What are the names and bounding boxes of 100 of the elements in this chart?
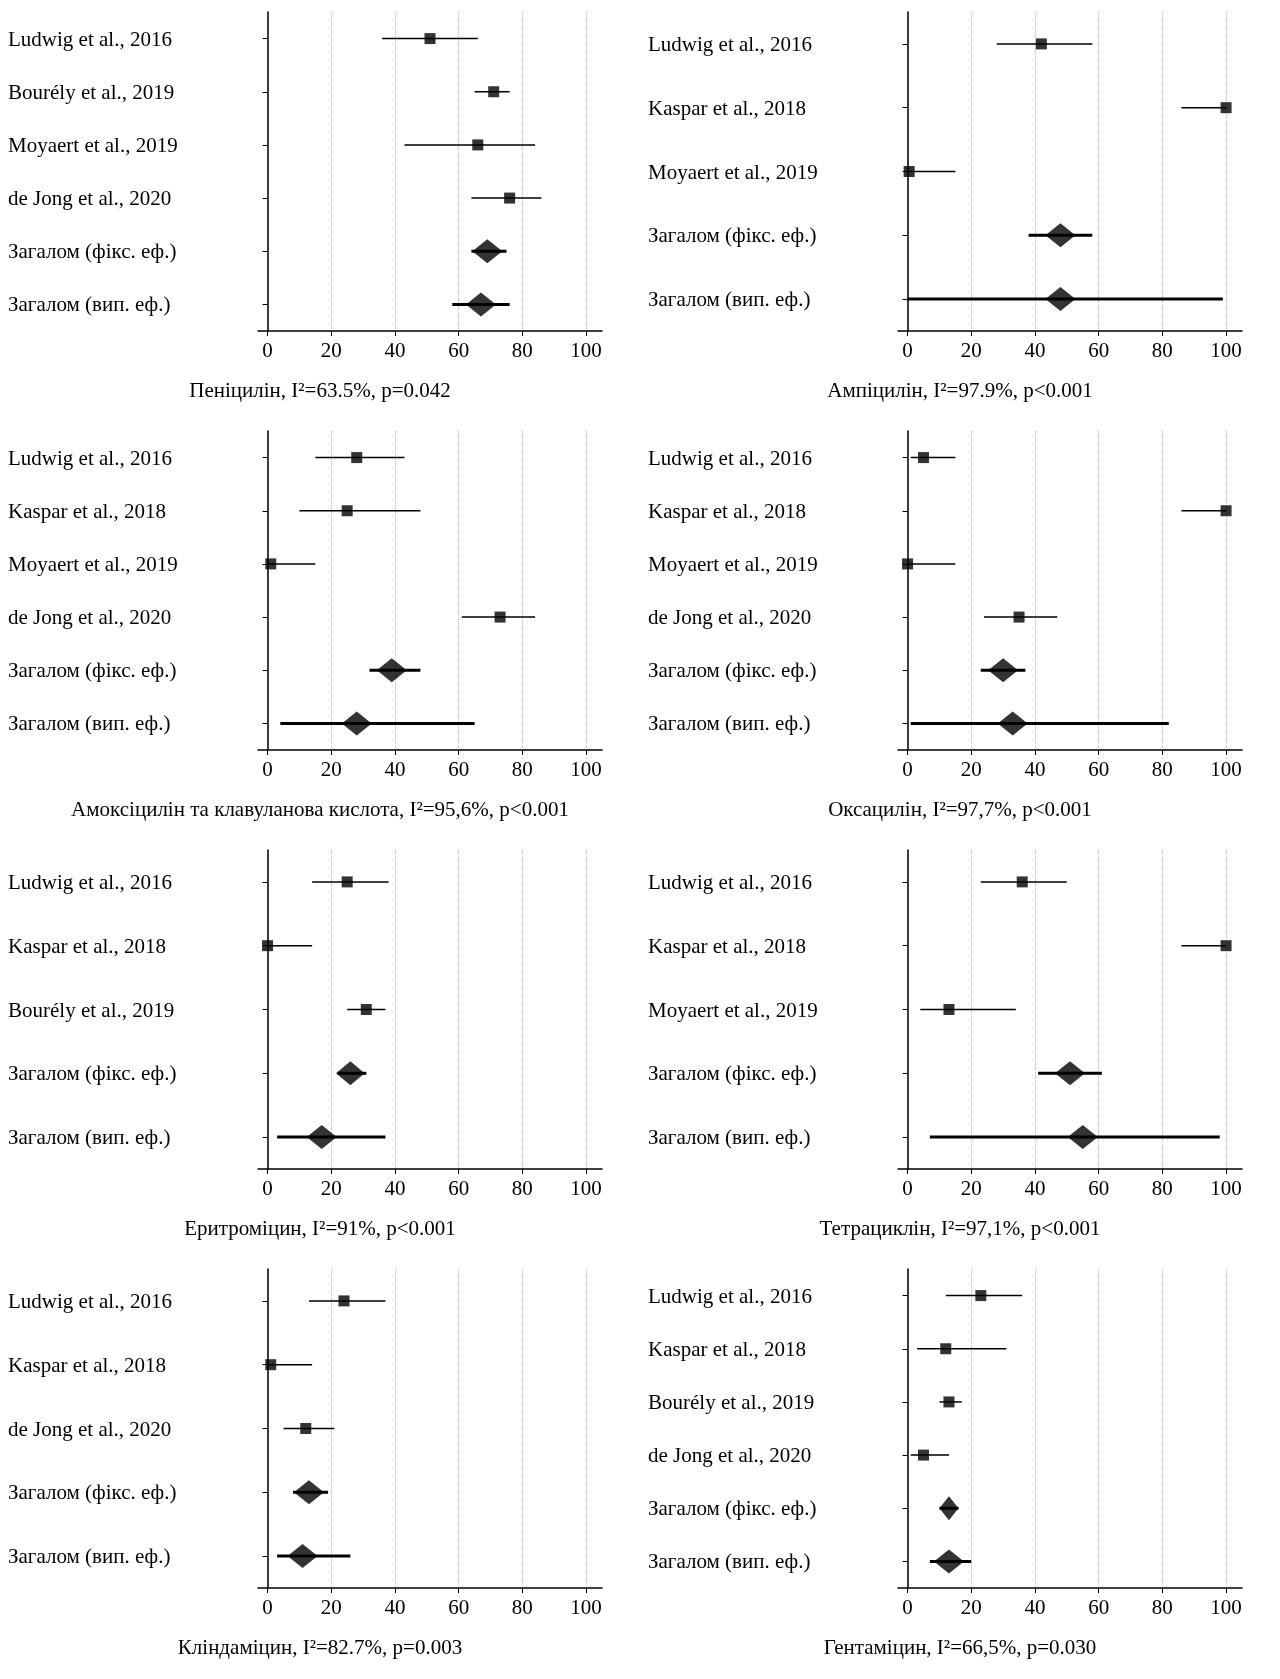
y-tick-label: Moyaert et al., 2019 [648, 997, 818, 1022]
x-tick-label: 0 [902, 1175, 913, 1200]
point [1035, 38, 1047, 50]
point [917, 1449, 929, 1461]
x-tick-label: 40 [1024, 1594, 1046, 1619]
point [1045, 287, 1076, 312]
point [287, 1544, 318, 1569]
y-tick-label: Ludwig et al., 2016 [648, 445, 812, 470]
y-tick-label: Загалом (фікс. еф.) [648, 1061, 817, 1086]
x-axis-title: Еритроміцин, I²=91%, p<0.001 [184, 1215, 456, 1240]
x-axis-title: Гентаміцин, I²=66,5%, p=0.030 [823, 1634, 1097, 1659]
x-tick-label: 20 [320, 337, 342, 362]
x-tick-label: 60 [448, 1175, 470, 1200]
x-axis-title: Тетрациклін, I²=97,1%, p<0.001 [819, 1215, 1101, 1240]
y-tick-label: Загалом (вип. еф.) [648, 1549, 811, 1574]
point [1013, 611, 1025, 623]
x-tick-label: 20 [960, 1594, 982, 1619]
point [341, 711, 372, 736]
point [975, 1290, 987, 1302]
x-tick-label: 100 [1210, 1594, 1242, 1619]
y-tick-label: Ludwig et al., 2016 [648, 869, 812, 894]
x-tick-label: 80 [511, 756, 533, 781]
y-tick-label: de Jong et al., 2020 [8, 605, 172, 630]
y-tick-label: de Jong et al., 2020 [648, 1443, 812, 1468]
point [300, 1423, 312, 1434]
y-tick-label: de Jong et al., 2020 [8, 1416, 172, 1441]
point [902, 558, 914, 570]
x-tick-label: 100 [570, 337, 602, 362]
point [472, 139, 484, 151]
y-tick-label: Ludwig et al., 2016 [8, 1288, 172, 1313]
point [1016, 876, 1028, 888]
y-tick-label: Bourély et al., 2019 [8, 79, 175, 104]
point [943, 1004, 955, 1015]
point [504, 192, 516, 204]
y-tick-label: de Jong et al., 2020 [8, 186, 172, 211]
point [1220, 102, 1232, 114]
y-tick-label: Ludwig et al., 2016 [648, 1283, 812, 1308]
x-tick-label: 40 [384, 756, 406, 781]
x-tick-label: 40 [384, 1175, 406, 1200]
y-tick-label: Ludwig et al., 2016 [8, 445, 172, 470]
x-tick-label: 40 [384, 1594, 406, 1619]
x-tick-label: 0 [262, 756, 273, 781]
x-tick-label: 100 [570, 1594, 602, 1619]
point [424, 33, 436, 45]
x-axis-title: Амоксіцилін та клавуланова кислота, I²=95,6%, p<0.001 [71, 796, 569, 821]
x-tick-label: 100 [1210, 337, 1242, 362]
point [988, 658, 1019, 683]
x-tick-label: 20 [320, 756, 342, 781]
x-tick-label: 60 [1088, 1175, 1110, 1200]
x-axis-title: Пеніцилін, I²=63.5%, p=0.042 [189, 377, 451, 402]
point [265, 558, 277, 570]
y-tick-label: Загалом (вип. еф.) [648, 287, 811, 312]
y-tick-label: Загалом (вип. еф.) [8, 1544, 171, 1569]
y-tick-label: Загалом (вип. еф.) [8, 292, 171, 317]
x-tick-label: 100 [1210, 756, 1242, 781]
point [341, 876, 353, 888]
x-tick-label: 0 [262, 1175, 273, 1200]
point [336, 1061, 365, 1086]
x-tick-label: 80 [1151, 756, 1173, 781]
point [465, 292, 496, 317]
x-tick-label: 60 [448, 756, 470, 781]
y-tick-label: Kaspar et al., 2018 [648, 1336, 807, 1361]
x-tick-label: 80 [1151, 337, 1173, 362]
y-tick-label: Загалом (фікс. еф.) [8, 1480, 177, 1505]
y-tick-label: Ludwig et al., 2016 [8, 26, 172, 51]
point [903, 166, 915, 177]
point [939, 1496, 959, 1521]
x-axis-title: Ампіцилін, I²=97.9%, p<0.001 [827, 377, 1093, 402]
x-tick-label: 0 [262, 337, 273, 362]
x-tick-label: 0 [902, 337, 913, 362]
point [1220, 940, 1232, 952]
x-tick-label: 20 [960, 337, 982, 362]
y-tick-label: Загалом (фікс. еф.) [8, 1061, 177, 1086]
y-tick-label: Загалом (фікс. еф.) [648, 223, 817, 248]
x-tick-label: 40 [1024, 756, 1046, 781]
y-tick-label: Kaspar et al., 2018 [8, 933, 167, 958]
y-tick-label: Ludwig et al., 2016 [648, 31, 812, 56]
point [376, 658, 407, 683]
point [933, 1549, 964, 1574]
y-tick-label: Moyaert et al., 2019 [8, 132, 178, 157]
x-axis-title: Кліндаміцин, I²=82.7%, p=0.003 [177, 1634, 463, 1659]
point [1045, 223, 1076, 248]
x-tick-label: 80 [511, 1594, 533, 1619]
point [293, 1480, 324, 1505]
x-tick-label: 60 [1088, 1594, 1110, 1619]
x-tick-label: 100 [570, 1175, 602, 1200]
y-tick-label: Загалом (фікс. еф.) [8, 658, 177, 683]
y-tick-label: Bourély et al., 2019 [648, 1389, 815, 1414]
point [265, 1359, 277, 1371]
y-tick-label: Kaspar et al., 2018 [648, 498, 807, 523]
x-axis-title: Оксацилін, I²=97,7%, p<0.001 [828, 796, 1092, 821]
x-tick-label: 0 [262, 1594, 273, 1619]
y-tick-label: Загалом (фікс. еф.) [648, 658, 817, 683]
y-tick-label: Moyaert et al., 2019 [648, 551, 818, 576]
x-tick-label: 0 [902, 1594, 913, 1619]
y-tick-label: Загалом (вип. еф.) [8, 1125, 171, 1150]
y-tick-label: Moyaert et al., 2019 [8, 551, 178, 576]
x-tick-label: 40 [1024, 1175, 1046, 1200]
x-tick-label: 40 [1024, 337, 1046, 362]
point [341, 505, 353, 517]
